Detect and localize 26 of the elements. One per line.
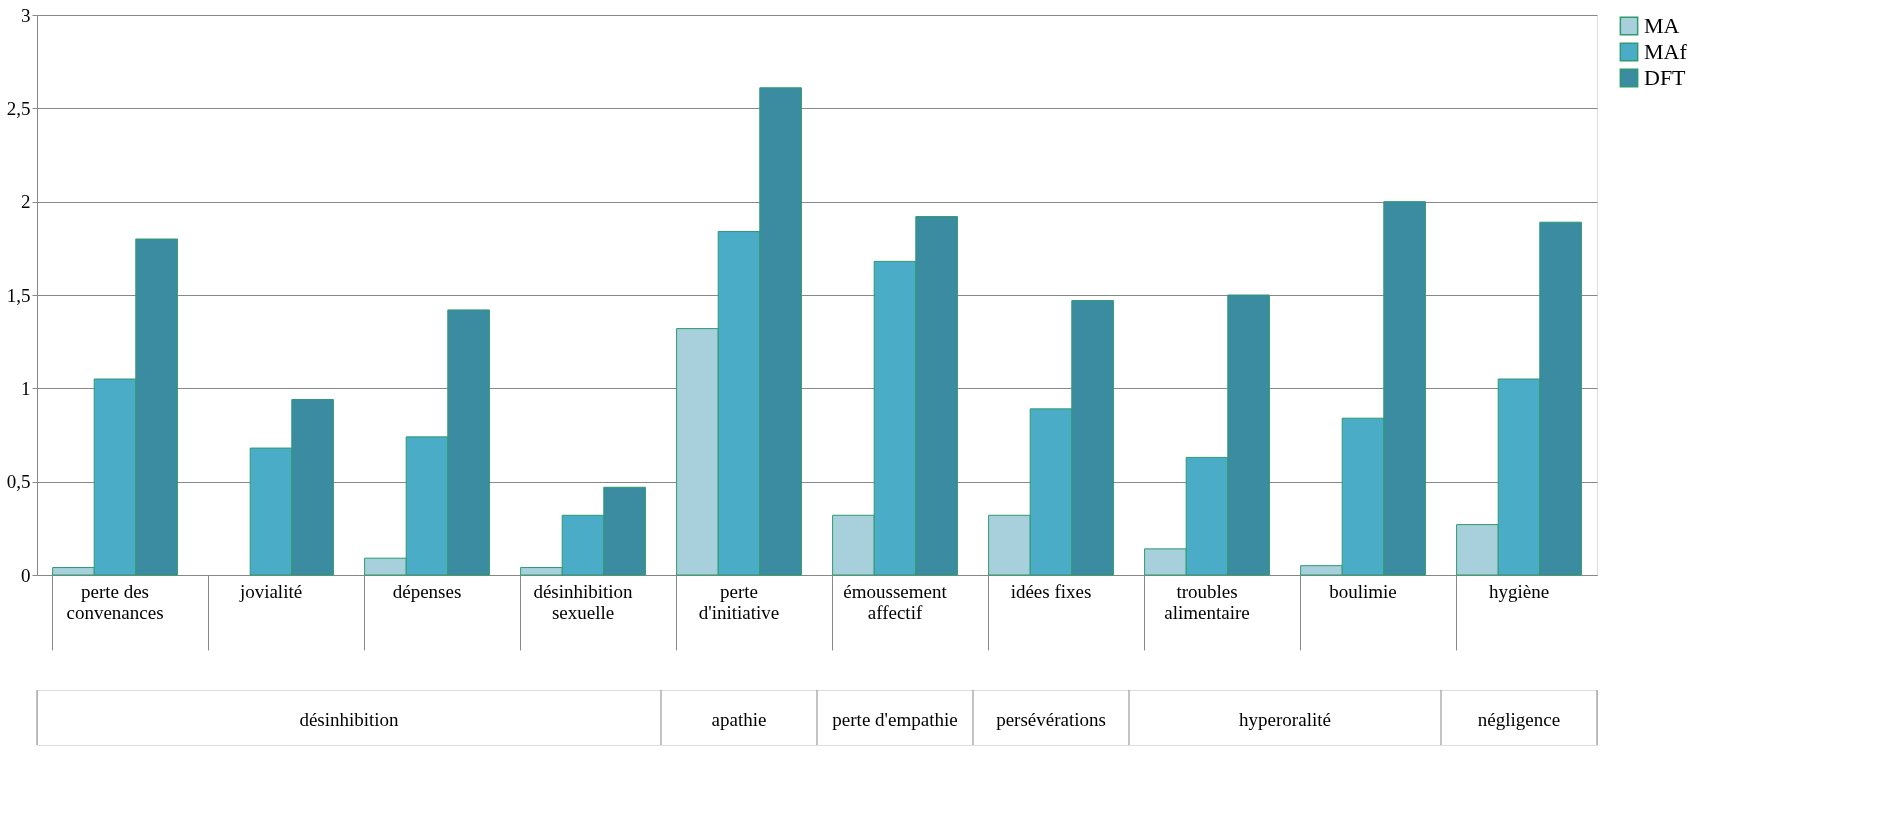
x-tick-label: dépenses [392,580,462,602]
x-tick-label: perte des convenances [66,580,164,623]
y-tick-label: 3 [21,4,31,26]
x-tick-label: émoussement affectif [843,580,948,623]
x-tick-label: hygiène [1488,580,1550,602]
legend-label: MA [1644,13,1680,38]
x-tick-label: désinhibition sexuelle [533,580,634,623]
legend-label: DFT [1644,65,1687,90]
text: persévérations [996,709,1106,730]
y-tick-label: 0,5 [6,471,31,493]
x-tick-label: idées fixes [1010,580,1092,602]
text: hyperoralité [1239,709,1331,730]
text: désinhibition [299,709,400,730]
x-tick-label: troubles alimentaire [1164,580,1250,623]
x-tick-label: perte d'initiative [698,580,780,623]
y-tick-label: 0 [21,564,31,586]
text: négligence [1477,709,1561,730]
y-tick-label: 1,5 [6,284,31,306]
legend-label: MAf [1644,39,1688,64]
y-tick-label: 1 [21,377,31,399]
text: apathie [711,709,767,730]
y-tick-label: 2 [21,191,31,213]
x-tick-label: jovialité [238,580,303,602]
y-tick-label: 2,5 [6,97,31,119]
text: perte d'empathie [832,709,958,730]
x-tick-label: boulimie [1329,580,1397,602]
